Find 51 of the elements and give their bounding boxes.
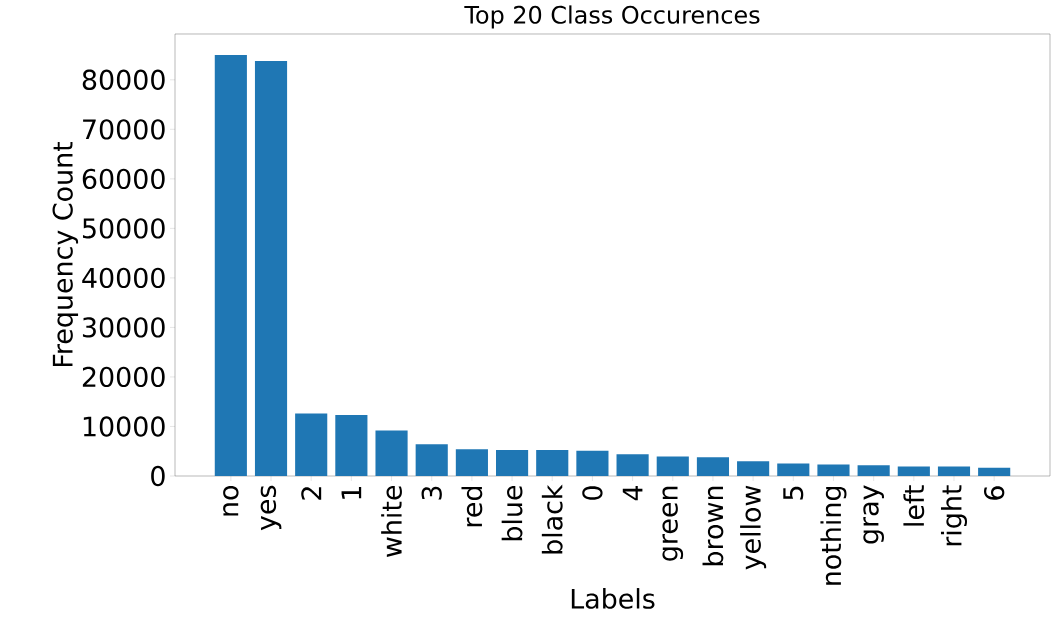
bar — [214, 55, 247, 476]
bar — [254, 60, 288, 476]
y-tick-label: 30000 — [82, 317, 165, 338]
x-tick-label: yellow — [740, 485, 767, 570]
x-tick-label: nothing — [820, 486, 847, 585]
y-tick-label: 50000 — [82, 218, 165, 239]
x-tick-label: gray — [863, 485, 884, 544]
x-tick-label: white — [381, 485, 402, 558]
chart-title: Top 20 Class Occurences — [464, 5, 760, 29]
y-tick-label: 70000 — [83, 119, 165, 140]
y-tick-label: 40000 — [82, 267, 165, 289]
x-tick-label: 6 — [983, 486, 1005, 500]
x-tick-label: 0 — [582, 486, 603, 500]
x-tick-label: right — [940, 485, 968, 546]
bar — [295, 413, 328, 476]
x-tick-label: red — [461, 486, 483, 527]
x-tick-label: 4 — [622, 486, 643, 501]
x-tick-label: green — [662, 486, 684, 561]
bar — [415, 444, 448, 476]
x-tick-label: black — [541, 484, 563, 554]
y-tick-label: 10000 — [83, 416, 165, 437]
x-tick-label: 1 — [341, 486, 362, 499]
bar — [737, 461, 770, 476]
x-tick-label: 3 — [421, 486, 442, 500]
bar — [857, 465, 890, 476]
bar — [817, 464, 850, 476]
x-tick-label: brown — [702, 486, 724, 566]
bar — [978, 467, 1011, 476]
bar — [576, 450, 609, 476]
bar — [777, 463, 810, 476]
x-axis-title: Labels — [571, 588, 655, 609]
bar — [455, 449, 488, 476]
x-tick-label: 2 — [301, 487, 322, 500]
x-tick-label: left — [903, 485, 925, 526]
bar — [375, 430, 408, 476]
x-tick-label: blue — [501, 485, 523, 541]
bar — [616, 454, 649, 476]
bar — [496, 450, 529, 476]
bar — [656, 456, 689, 476]
bar — [937, 466, 971, 476]
x-tick-label: no — [223, 485, 239, 516]
bar — [897, 466, 930, 476]
y-tick-label: 80000 — [82, 69, 165, 90]
x-tick-label: 5 — [783, 486, 804, 500]
bar — [335, 415, 368, 476]
bar — [536, 450, 569, 476]
y-axis-title: Frequency Count — [52, 141, 79, 367]
bar — [696, 457, 730, 476]
y-tick-label: 60000 — [82, 168, 165, 190]
y-tick-label: 20000 — [82, 366, 165, 388]
x-tick-label: yes — [260, 485, 282, 531]
